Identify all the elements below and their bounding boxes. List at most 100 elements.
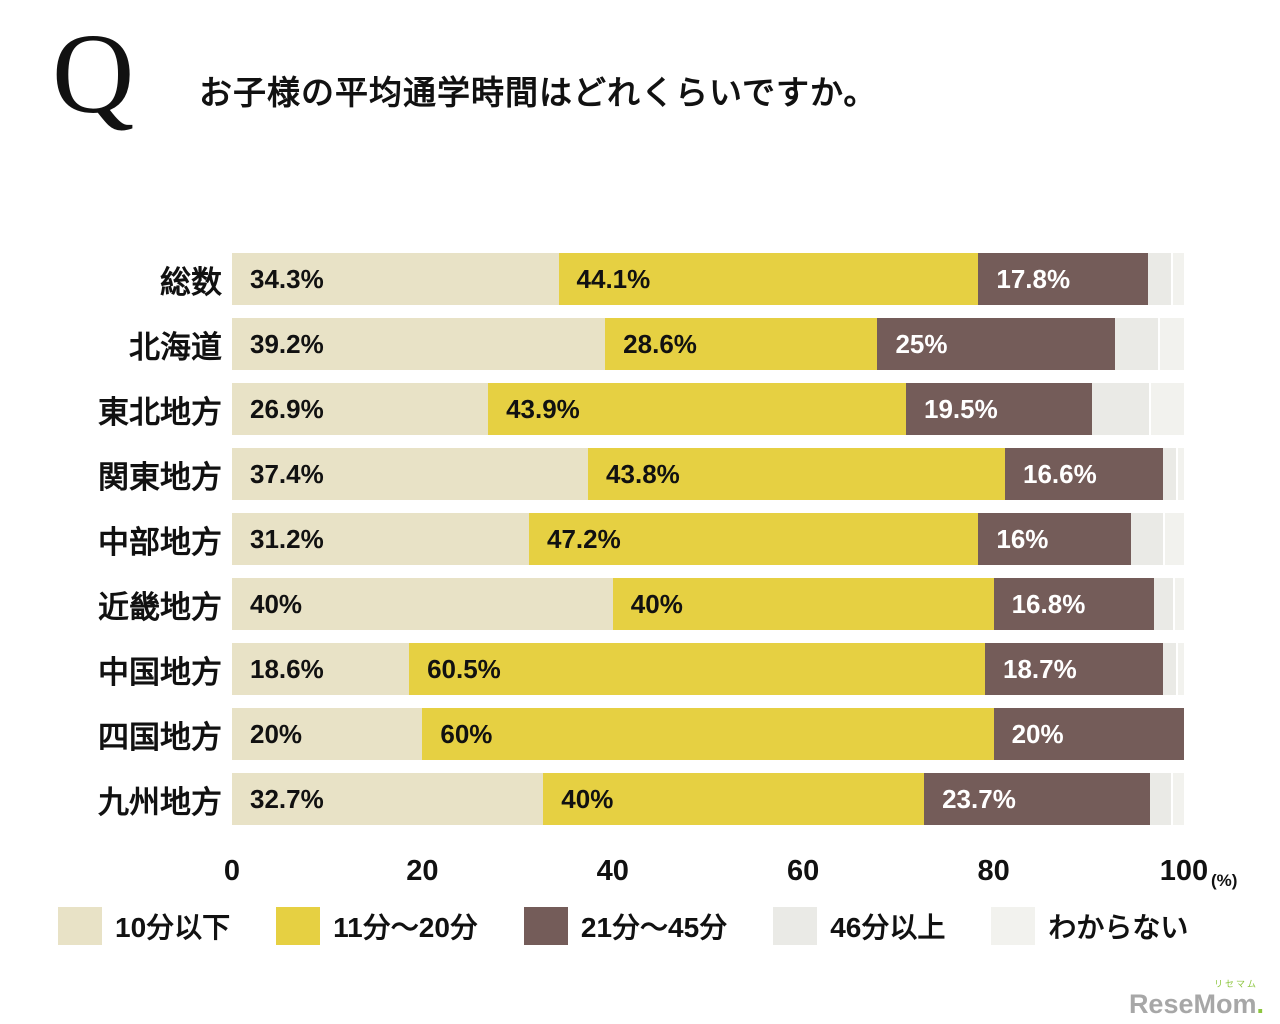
category-label: 東北地方	[98, 394, 222, 430]
legend-item: 46分以上	[773, 906, 945, 946]
stacked-bar: 26.9% 43.9% 19.5%	[232, 383, 1184, 435]
bar-segment: 18.6%	[232, 643, 410, 695]
bar-segment: 16%	[978, 513, 1131, 565]
x-axis-unit-label: (%)	[1211, 871, 1238, 890]
value-label: 43.8%	[606, 458, 680, 489]
category-label: 中部地方	[98, 524, 222, 560]
x-tick-label: 60	[787, 855, 820, 887]
bar-segment: 40%	[612, 578, 994, 630]
chart-row: 近畿地方 40% 40% 16.8%	[0, 578, 1184, 630]
value-label: 18.6%	[250, 653, 324, 684]
value-label: 16.6%	[1023, 458, 1097, 489]
x-tick-label: 20	[406, 855, 439, 887]
value-label: 34.3%	[250, 263, 324, 294]
bar-segment: 17.8%	[978, 253, 1148, 305]
bar-segment: 44.1%	[558, 253, 979, 305]
bar-segment: 39.2%	[232, 318, 606, 370]
bar-segment	[1130, 513, 1164, 565]
legend-item: 10分以下	[58, 906, 230, 946]
legend-label: わからない	[1048, 912, 1189, 943]
value-label: 40%	[250, 588, 303, 619]
category-label: 中国地方	[98, 654, 222, 690]
category-label: 北海道	[129, 329, 222, 365]
stacked-bar: 39.2% 28.6% 25%	[232, 318, 1184, 370]
x-tick-label: 40	[596, 855, 629, 887]
value-label: 37.4%	[250, 458, 324, 489]
bar-segment: 18.7%	[985, 643, 1164, 695]
legend-label: 10分以下	[115, 912, 231, 943]
question-mark: Q	[52, 10, 135, 137]
bar-segment	[1176, 643, 1184, 695]
question-text: お子様の平均通学時間はどれくらいですか。	[199, 74, 878, 111]
category-label: 近畿地方	[98, 589, 222, 625]
bar-segment	[1170, 253, 1184, 305]
value-label: 16%	[996, 523, 1049, 554]
bar-segment: 28.6%	[605, 318, 878, 370]
x-tick-label: 100	[1159, 855, 1209, 887]
bar-segment: 25%	[877, 318, 1116, 370]
value-label: 28.6%	[623, 328, 697, 359]
x-tick-label: 0	[223, 855, 241, 887]
x-axis: 0 20 40 60 80 100	[224, 855, 1208, 899]
value-label: 26.9%	[250, 393, 324, 424]
bar-segment: 31.2%	[232, 513, 530, 565]
value-label: 60%	[440, 718, 493, 749]
bar-segment: 32.7%	[232, 773, 544, 825]
category-label: 四国地方	[98, 719, 222, 755]
bar-segment	[1153, 578, 1173, 630]
bar-segment: 16.8%	[993, 578, 1154, 630]
value-label: 32.7%	[250, 783, 324, 814]
logo-accent-dot: .	[1256, 989, 1264, 1019]
legend-item: わからない	[991, 906, 1188, 946]
stacked-bar-chart: 総数 34.3% 44.1% 17.8% 北海道 39.2% 28.6% 25% 東北地方 26.…	[0, 253, 1184, 838]
value-label: 40%	[561, 783, 614, 814]
bar-segment	[1158, 318, 1184, 370]
bar-segment	[1091, 383, 1149, 435]
bar-segment	[1163, 643, 1177, 695]
category-label: 総数	[160, 264, 222, 300]
stacked-bar: 34.3% 44.1% 17.8%	[232, 253, 1184, 305]
bar-segment	[1149, 773, 1171, 825]
bar-segment: 16.6%	[1005, 448, 1164, 500]
x-tick-label: 80	[977, 855, 1010, 887]
bar-segment: 43.9%	[488, 383, 906, 435]
value-label: 47.2%	[547, 523, 621, 554]
legend-swatch	[58, 907, 102, 945]
bar-segment	[1176, 448, 1184, 500]
bar-segment: 34.3%	[232, 253, 559, 305]
resemom-logo: リセマム ReseMom.	[1129, 980, 1264, 1018]
bar-segment: 47.2%	[529, 513, 979, 565]
value-label: 44.1%	[576, 263, 651, 294]
chart-row: 総数 34.3% 44.1% 17.8%	[0, 253, 1184, 305]
value-label: 31.2%	[250, 523, 324, 554]
bar-segment	[1148, 383, 1184, 435]
legend-item: 11分～20分	[276, 906, 478, 946]
bar-segment: 20%	[993, 708, 1184, 760]
bar-segment	[1147, 253, 1171, 305]
value-label: 20%	[1011, 718, 1064, 749]
bar-segment: 37.4%	[232, 448, 589, 500]
chart-row: 中部地方 31.2% 47.2% 16%	[0, 513, 1184, 565]
value-label: 25%	[895, 328, 948, 359]
legend-label: 46分以上	[830, 912, 946, 943]
stacked-bar: 31.2% 47.2% 16%	[232, 513, 1184, 565]
legend-swatch	[991, 907, 1036, 945]
bar-segment: 20%	[232, 708, 423, 760]
chart-rows: 総数 34.3% 44.1% 17.8% 北海道 39.2% 28.6% 25% 東北地方 26.…	[0, 253, 1184, 825]
chart-row: 中国地方 18.6% 60.5% 18.7%	[0, 643, 1184, 695]
value-label: 16.8%	[1011, 588, 1086, 619]
bar-segment: 26.9%	[232, 383, 489, 435]
legend: 10分以下 11分～20分 21分～45分 46分以上 わからない	[58, 906, 1234, 946]
stacked-bar: 18.6% 60.5% 18.7%	[232, 643, 1184, 695]
value-label: 19.5%	[924, 393, 998, 424]
legend-label: 11分～20分	[333, 912, 478, 943]
value-label: 23.7%	[942, 783, 1016, 814]
legend-item: 21分～45分	[523, 906, 728, 946]
logo-ruby-text: リセマム	[1213, 979, 1258, 989]
bar-segment	[1163, 513, 1184, 565]
stacked-bar: 20% 60% 20%	[232, 708, 1184, 760]
legend-label: 21分～45分	[580, 912, 728, 943]
bar-segment	[1170, 773, 1184, 825]
legend-swatch	[276, 907, 321, 945]
